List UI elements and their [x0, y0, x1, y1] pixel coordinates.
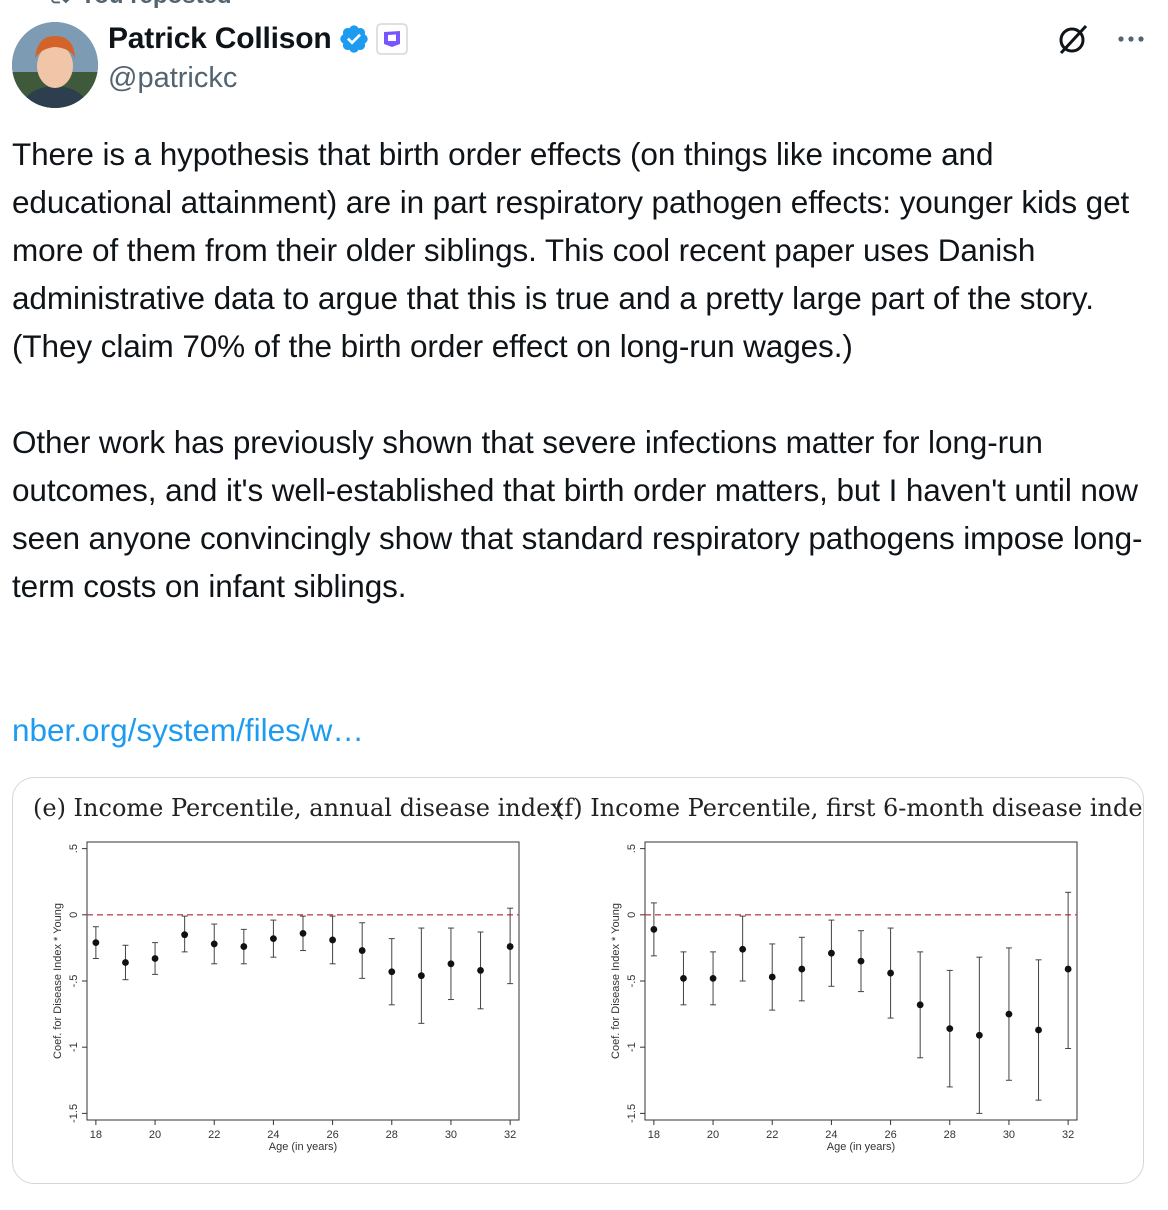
- chart-e-x-tick-label: 24: [267, 1129, 279, 1141]
- author-handle[interactable]: @patrickc: [108, 62, 238, 94]
- chart-e: .5 0 -.5 -1 -1.5 18 20 22 24 26 28 30 32 Age (in year…: [41, 828, 551, 1168]
- chart-e-point: [388, 968, 396, 976]
- chart-e-point: [92, 939, 100, 947]
- chart-f-point: [1064, 965, 1072, 973]
- chart-e-point: [329, 936, 336, 944]
- chart-f-y-tick-label: -.5: [626, 975, 638, 988]
- chart-f-point: [1005, 1010, 1013, 1018]
- chart-e-point: [181, 931, 189, 939]
- chart-e-y-tick-label: 0: [68, 912, 80, 918]
- chart-f-x-tick-label: 30: [1003, 1129, 1015, 1141]
- chart-f-y-tick-label: .5: [626, 844, 638, 853]
- chart-e-x-tick-label: 30: [445, 1129, 457, 1141]
- chart-f-y-tick-label: 0: [626, 912, 638, 918]
- chart-e-x-tick-label: 28: [386, 1129, 398, 1141]
- chart-e-point: [122, 959, 129, 966]
- chart-f-y-tick-label: -1.5: [626, 1104, 638, 1123]
- chart-e-title: (e) Income Percentile, annual disease in…: [33, 794, 564, 822]
- chart-f-y-axis-label: Coef. for Disease Index * Young: [610, 903, 622, 1059]
- chart-e-point: [506, 943, 514, 950]
- repost-icon: [51, 0, 70, 4]
- chart-e-x-tick-label: 20: [149, 1129, 161, 1141]
- chart-e-y-tick-label: -1.5: [68, 1104, 80, 1123]
- tweet-actions-top: [1056, 22, 1146, 56]
- chart-e-point: [447, 960, 455, 968]
- chart-f-point: [857, 957, 865, 965]
- grok-icon[interactable]: [1056, 22, 1090, 56]
- chart-f-point: [650, 925, 658, 933]
- tweet-paragraph-1: There is a hypothesis that birth order e…: [12, 136, 1130, 364]
- chart-f: .5 0 -.5 -1 -1.5 18 20 22 24 26 28 30 32 Age (in year…: [599, 828, 1109, 1168]
- chart-f-x-tick-label: 22: [766, 1129, 778, 1141]
- chart-e-plot-frame: [86, 841, 520, 1121]
- chart-f-point: [916, 1001, 924, 1009]
- chart-e-x-tick-label: 18: [90, 1129, 102, 1141]
- chart-f-point: [946, 1025, 954, 1033]
- chart-e-x-tick-label: 26: [326, 1129, 338, 1141]
- chart-e-x-tick-label: 22: [208, 1129, 220, 1141]
- chart-e-point: [151, 955, 159, 962]
- chart-f-point: [798, 965, 806, 973]
- chart-e-y-tick-label: -.5: [68, 975, 80, 988]
- chart-f-x-tick-label: 26: [884, 1129, 896, 1141]
- chart-f-x-tick-label: 18: [648, 1129, 660, 1141]
- chart-f-x-tick-label: 20: [707, 1129, 719, 1141]
- chart-f-point: [709, 974, 717, 982]
- chart-f-x-tick-label: 28: [944, 1129, 956, 1141]
- chart-f-x-tick-label: 24: [825, 1129, 837, 1141]
- chart-e-point: [417, 972, 425, 980]
- avatar-image: [12, 22, 98, 108]
- chart-e-point: [299, 929, 307, 937]
- chart-e-point: [270, 935, 277, 943]
- repost-indicator: You reposted: [48, 0, 232, 9]
- chart-e-svg: .5 0 -.5 -1 -1.5 18 20 22 24 26 28 30 32 Age (in year…: [52, 841, 520, 1153]
- chart-e-point: [477, 967, 484, 974]
- chart-e-x-tick-label: 32: [504, 1129, 516, 1141]
- verified-badge-icon[interactable]: [338, 23, 370, 55]
- chart-e-point: [210, 940, 218, 948]
- chart-e-y-tick-label: -1: [68, 1042, 80, 1052]
- chart-f-x-tick-label: 32: [1062, 1129, 1074, 1141]
- tweet-text: There is a hypothesis that birth order e…: [12, 130, 1152, 610]
- chart-f-point: [975, 1031, 983, 1039]
- chart-f-point: [739, 945, 747, 953]
- avatar[interactable]: [12, 22, 98, 108]
- author-name[interactable]: Patrick Collison: [108, 22, 332, 55]
- repost-label: You reposted: [80, 0, 232, 10]
- chart-f-point: [887, 969, 894, 977]
- chart-f-x-axis-label: Age (in years): [827, 1141, 895, 1153]
- tweet-paragraph-2: Other work has previously shown that sev…: [12, 424, 1143, 604]
- user-info: Patrick Collison @patrickc: [108, 20, 408, 95]
- chart-f-title: (f) Income Percentile, first 6-month dis…: [555, 794, 1144, 822]
- chart-f-point: [828, 949, 835, 957]
- chart-f-point: [1035, 1026, 1042, 1034]
- chart-e-y-tick-label: .5: [68, 844, 80, 853]
- paper-link[interactable]: nber.org/system/files/w…: [12, 712, 364, 748]
- media-image[interactable]: (e) Income Percentile, annual disease in…: [12, 777, 1144, 1184]
- more-icon[interactable]: [1116, 24, 1146, 54]
- chart-f-svg: .5 0 -.5 -1 -1.5 18 20 22 24 26 28 30 32 Age (in year…: [610, 841, 1078, 1153]
- chart-e-x-axis-label: Age (in years): [269, 1141, 337, 1153]
- chart-e-y-axis-label: Coef. for Disease Index * Young: [52, 903, 64, 1059]
- chart-f-point: [680, 974, 687, 982]
- affiliation-badge-icon[interactable]: [375, 23, 408, 55]
- chart-e-point: [358, 947, 366, 954]
- chart-f-y-tick-label: -1: [626, 1042, 638, 1052]
- chart-f-point: [768, 973, 776, 981]
- chart-e-point: [240, 943, 248, 950]
